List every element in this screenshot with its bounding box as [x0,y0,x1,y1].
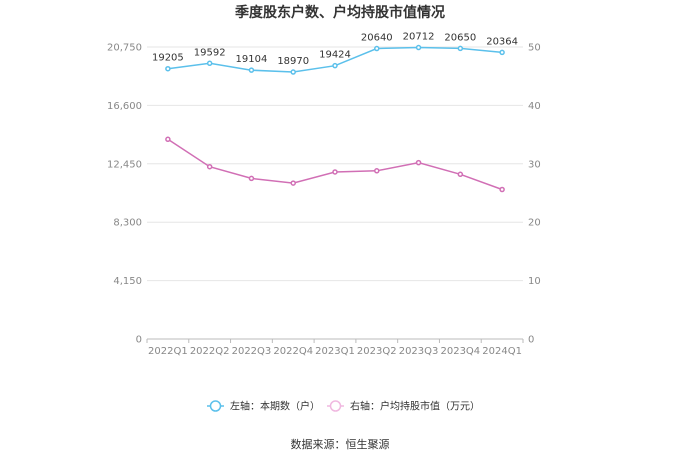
left-tick-label: 12,450 [107,159,142,170]
series-point-left [290,69,296,75]
series-point-left [457,45,464,52]
series-point-right [248,175,255,182]
right-tick-label: 30 [528,159,541,170]
grid [147,46,523,340]
x-tick-label: 2023Q3 [399,346,439,357]
data-label: 19592 [194,47,226,58]
series-point-right [332,169,338,175]
right-tick-label: 50 [528,43,541,54]
series-layer: 19205 19592 19104 18970 19424 20640 20712 20650… [152,32,518,193]
left-tick-label: 4,150 [113,276,142,287]
data-label: 19205 [152,53,184,64]
x-tick-label: 2023Q2 [357,346,397,357]
x-tick-label: 2022Q2 [190,346,230,357]
x-tick-label: 2024Q1 [482,346,522,357]
series-point-right [415,159,422,166]
legend-item-left[interactable]: 左轴：本期数（户） [207,400,320,413]
series-point-left [499,49,505,56]
x-tick-label: 2022Q4 [273,346,313,357]
series-point-left [374,45,380,52]
data-label: 20650 [444,32,476,43]
series-point-right [290,180,296,186]
legend: 左轴：本期数（户） 右轴：户均持股市值（万元） [207,400,480,413]
legend-marker-right [329,400,342,412]
data-label: 19424 [319,50,351,61]
series-point-right [499,186,505,193]
left-axis: 0 4,150 8,300 12,450 16,600 20,750 [107,43,142,346]
series-point-left [332,62,338,69]
series-point-left [206,60,213,67]
x-axis: 2022Q1 2022Q2 2022Q3 2022Q4 2023Q1 2023Q2 2023… [146,339,524,357]
legend-item-right[interactable]: 右轴：户均持股市值（万元） [327,400,480,413]
right-axis: 0 10 20 30 40 50 [528,43,541,346]
series-point-left [165,65,171,72]
data-label: 20640 [361,33,393,44]
left-tick-label: 20,750 [107,43,142,54]
right-tick-label: 20 [528,218,541,229]
source-note: 数据来源：恒生聚源 [291,437,390,451]
right-tick-label: 40 [528,101,541,112]
chart-title: 季度股东户数、户均持股市值情况 [234,4,445,21]
x-tick-label: 2022Q1 [148,346,188,357]
right-tick-label: 10 [528,276,541,287]
legend-marker-left [209,400,222,412]
series-line-right [167,138,503,191]
series-point-right [374,168,380,174]
series-point-left [248,67,255,73]
series-point-right [165,136,171,143]
data-label: 20712 [403,32,435,43]
legend-label-left: 左轴：本期数（户） [230,400,320,413]
series-point-right [457,171,464,178]
left-tick-label: 16,600 [107,101,142,112]
data-label: 20364 [486,36,518,47]
left-tick-label: 0 [136,335,142,346]
left-tick-label: 8,300 [113,218,142,229]
right-tick-label: 0 [528,335,534,346]
series-point-right [206,163,213,170]
data-label: 18970 [277,56,309,67]
data-label: 19104 [236,54,268,65]
x-tick-label: 2023Q1 [315,346,355,357]
legend-label-right: 右轴：户均持股市值（万元） [350,400,480,413]
x-tick-label: 2022Q3 [232,346,272,357]
x-tick-label: 2023Q4 [440,346,480,357]
series-point-left [415,44,422,51]
